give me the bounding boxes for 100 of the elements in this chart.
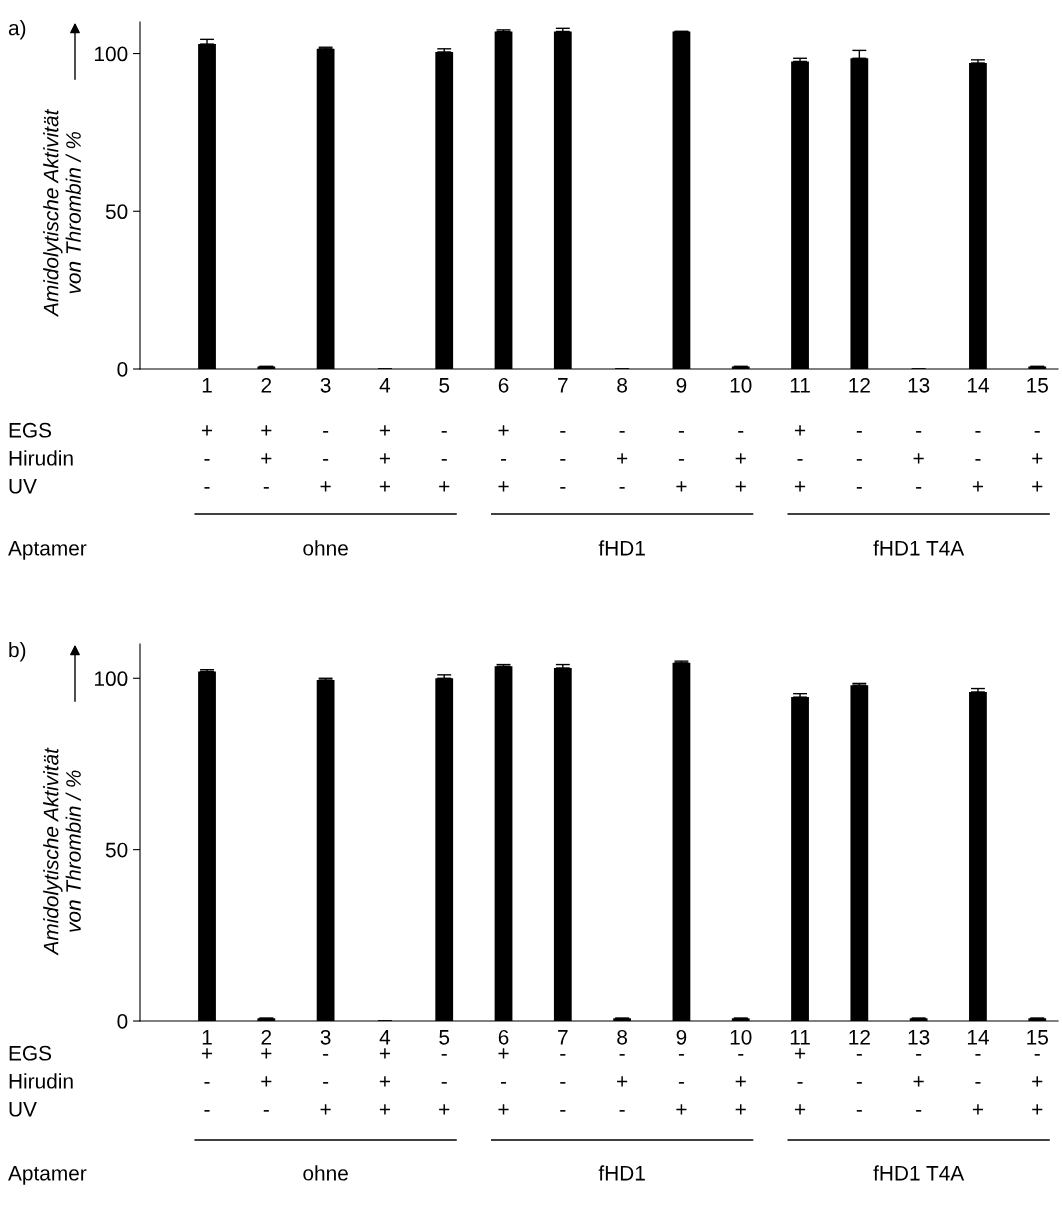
x-tick-label: 5 [439,1030,450,1045]
text: - [856,1110,862,1112]
text: - [560,1110,566,1112]
text: + [261,453,272,464]
x-tick-label: 6 [498,1029,509,1045]
text: - [738,1054,744,1056]
x-tick-label: 7 [558,378,568,393]
text: - [856,431,862,433]
text: + [261,425,272,436]
x-tick-label: 9 [676,377,687,393]
text: + [676,481,687,492]
text: - [1034,431,1040,433]
text: - [856,459,862,461]
text: - [441,1082,447,1084]
text: - [619,487,625,489]
text: Hirudin [9,450,73,466]
y-axis-title: Amidolytische Aktivität von Thrombin / % [43,108,81,318]
text: - [856,1054,862,1056]
text: Hirudin [9,1073,73,1089]
x-tick-label: 12 [849,377,870,393]
text: - [678,1054,684,1056]
text: - [263,487,269,489]
text: - [916,1110,922,1112]
x-tick-label: 7 [558,1030,568,1045]
text: + [379,1104,390,1115]
x-tick-label: 4 [379,1030,391,1045]
text: + [735,453,746,464]
text: + [201,1048,213,1059]
text: + [498,1104,509,1115]
text: - [441,459,447,461]
y-tick-label: 50 [105,842,128,858]
x-tick-label: 15 [1027,1030,1048,1045]
text: fHD1 T4A [873,1165,965,1181]
text: - [738,431,744,433]
x-tick-label: 9 [676,1029,687,1045]
text: - [619,431,625,433]
text: + [913,1076,924,1087]
text: Aptamer [8,1166,87,1185]
text: + [379,481,390,492]
text: - [856,487,862,489]
text: ohne [303,540,348,556]
x-tick-label: 11 [790,1030,810,1045]
text: + [1032,1076,1043,1087]
text: + [913,453,924,464]
text: + [617,453,628,464]
text: + [735,1104,746,1115]
text: EGS [9,422,52,438]
text: - [678,459,684,461]
y-tick-label: 0 [117,362,128,377]
x-tick-label: 1 [202,1030,212,1045]
x-tick-label: 3 [320,377,331,393]
x-tick-label: 8 [617,1029,628,1045]
text: - [975,1082,981,1084]
text: - [560,431,566,433]
chart-title: a) [8,20,26,40]
x-tick-label: 2 [261,1029,272,1045]
text: + [794,1104,806,1115]
text: - [323,459,329,461]
text: - [678,431,684,433]
text: Aptamer [8,541,87,560]
text: - [560,1082,566,1084]
text: + [439,481,450,492]
text: - [204,487,210,489]
text: + [498,425,509,436]
text: + [320,481,331,492]
y-axis-title: Amidolytische Aktivität von Thrombin / % [43,747,81,956]
text: + [261,1076,272,1087]
x-tick-label: 5 [439,378,450,393]
text: + [735,1076,746,1087]
x-tick-label: 15 [1027,378,1048,393]
text: + [1032,481,1043,492]
x-tick-label: 6 [498,377,509,393]
text: - [204,1082,210,1084]
text: - [560,1054,566,1056]
text: - [560,487,566,489]
text: + [379,1076,390,1087]
text: - [1034,1054,1040,1056]
text: + [439,1104,450,1115]
x-tick-label: 8 [617,377,628,393]
text: + [320,1104,331,1115]
text: + [379,1048,390,1059]
text: + [794,481,806,492]
text: UV [9,479,37,494]
x-tick-label: 2 [261,377,272,393]
y-tick-label: 100 [95,671,128,687]
text: - [619,1110,625,1112]
text: - [500,459,507,461]
text: UV [9,1102,37,1117]
text: + [379,453,390,464]
y-tick-label: 0 [117,1014,128,1029]
x-tick-label: 14 [967,378,989,393]
text: - [441,431,447,433]
text: - [204,459,210,461]
text: - [323,1054,329,1056]
text: + [972,481,983,492]
text: - [797,1082,803,1084]
y-tick-label: 100 [95,46,128,62]
text: - [560,459,566,461]
text: + [617,1076,628,1087]
x-tick-label: 10 [730,377,752,393]
